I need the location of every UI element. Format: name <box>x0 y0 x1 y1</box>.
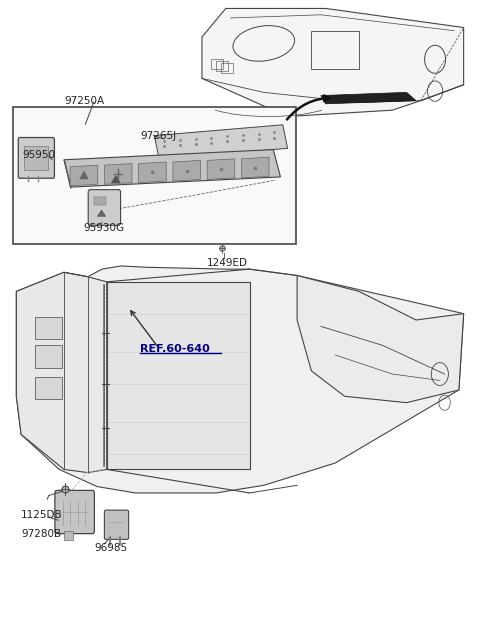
Polygon shape <box>173 161 201 181</box>
Polygon shape <box>64 150 280 187</box>
Polygon shape <box>79 170 89 179</box>
Bar <box>12 107 296 244</box>
Text: 95950: 95950 <box>22 150 55 160</box>
Polygon shape <box>104 164 132 184</box>
Bar <box>107 282 250 469</box>
FancyBboxPatch shape <box>104 510 129 540</box>
Bar <box>64 531 72 540</box>
Text: 97250A: 97250A <box>64 95 104 106</box>
FancyBboxPatch shape <box>55 490 95 534</box>
FancyBboxPatch shape <box>88 189 120 225</box>
Bar <box>221 63 233 73</box>
Text: 95930G: 95930G <box>83 223 124 233</box>
Text: 96985: 96985 <box>95 543 128 552</box>
Bar <box>36 377 61 399</box>
Polygon shape <box>70 165 98 186</box>
Text: REF.60-640: REF.60-640 <box>140 344 210 354</box>
Polygon shape <box>321 92 416 104</box>
Polygon shape <box>155 125 288 159</box>
Text: 97280B: 97280B <box>21 529 61 540</box>
Polygon shape <box>207 159 235 179</box>
Polygon shape <box>202 8 464 116</box>
Polygon shape <box>241 157 269 178</box>
Bar <box>216 61 228 71</box>
Text: 1249ED: 1249ED <box>207 258 248 268</box>
Polygon shape <box>139 162 166 182</box>
Bar <box>312 31 359 69</box>
FancyBboxPatch shape <box>18 138 54 178</box>
Bar <box>24 146 48 170</box>
Polygon shape <box>297 275 464 403</box>
Text: 97265J: 97265J <box>140 131 176 141</box>
Bar <box>36 317 61 339</box>
Text: 1125DB: 1125DB <box>21 510 63 520</box>
Polygon shape <box>64 160 71 188</box>
Bar <box>36 346 61 368</box>
Polygon shape <box>16 266 464 493</box>
Bar <box>212 60 223 69</box>
Bar <box>94 197 106 205</box>
Polygon shape <box>111 175 120 182</box>
Polygon shape <box>97 210 106 216</box>
Polygon shape <box>16 272 107 472</box>
